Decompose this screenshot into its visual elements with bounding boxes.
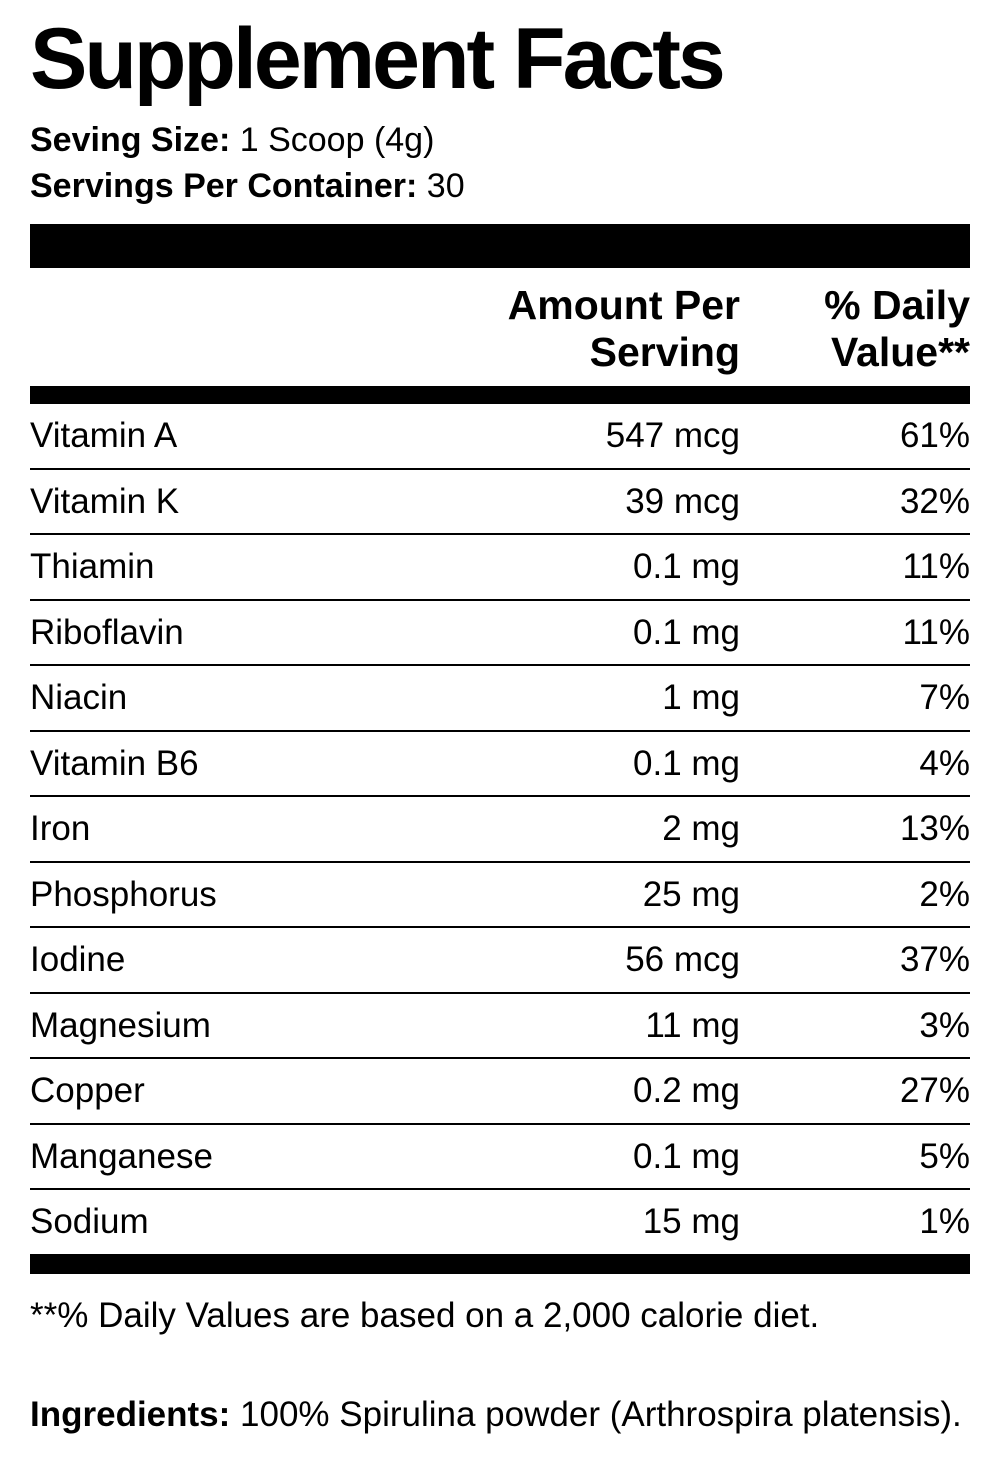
ingredients-value: 100% Spirulina powder (Arthrospira plate… [240, 1394, 962, 1434]
divider-medium-header [30, 386, 970, 405]
nutrient-daily-value: 11% [902, 547, 970, 587]
nutrient-amount: 0.1 mg [633, 612, 740, 652]
nutrient-name: Vitamin B6 [30, 743, 199, 783]
servings-per-container-value: 30 [426, 167, 465, 206]
nutrient-daily-value: 3% [919, 1005, 970, 1045]
servings-per-container-line: Servings Per Container: 30 [30, 164, 970, 210]
table-row: Vitamin A 547 mcg 61% [30, 404, 970, 470]
table-row: Magnesium 11 mg 3% [30, 994, 970, 1060]
nutrient-amount: 0.1 mg [633, 547, 740, 587]
nutrient-amount: 11 mg [645, 1005, 740, 1045]
servings-per-container-label: Servings Per Container: [30, 167, 427, 206]
nutrient-name: Vitamin A [30, 416, 178, 456]
table-row: Thiamin 0.1 mg 11% [30, 535, 970, 601]
table-row: Sodium 15 mg 1% [30, 1190, 970, 1254]
divider-thick-top [30, 224, 970, 269]
nutrient-amount: 39 mcg [625, 481, 740, 521]
nutrient-amount: 2 mg [662, 809, 740, 849]
nutrient-name: Copper [30, 1071, 145, 1111]
nutrient-amount: 0.1 mg [633, 743, 740, 783]
nutrient-name: Magnesium [30, 1005, 211, 1045]
daily-value-footnote: **% Daily Values are based on a 2,000 ca… [30, 1295, 820, 1335]
nutrient-daily-value: 5% [919, 1136, 970, 1176]
serving-size-label: Seving Size: [30, 121, 240, 160]
column-header-row: Amount Per Serving % Daily Value** [30, 268, 970, 386]
nutrient-amount: 0.1 mg [633, 1136, 740, 1176]
nutrient-name: Sodium [30, 1202, 149, 1242]
nutrient-name: Manganese [30, 1136, 213, 1176]
table-row: Iron 2 mg 13% [30, 797, 970, 863]
table-row: Manganese 0.1 mg 5% [30, 1125, 970, 1191]
table-row: Riboflavin 0.1 mg 11% [30, 601, 970, 667]
serving-size-line: Seving Size: 1 Scoop (4g) [30, 118, 970, 164]
nutrient-name: Iron [30, 809, 91, 849]
table-row: Niacin 1 mg 7% [30, 666, 970, 732]
nutrient-name: Thiamin [30, 547, 155, 587]
nutrient-table: Vitamin A 547 mcg 61% Vitamin K 39 mcg 3… [30, 404, 970, 1254]
table-row: Vitamin K 39 mcg 32% [30, 470, 970, 536]
table-row: Copper 0.2 mg 27% [30, 1059, 970, 1125]
nutrient-amount: 0.2 mg [633, 1071, 740, 1111]
nutrient-daily-value: 7% [919, 678, 970, 718]
nutrient-daily-value: 4% [919, 743, 970, 783]
nutrient-daily-value: 11% [902, 612, 970, 652]
nutrient-name: Riboflavin [30, 612, 184, 652]
nutrient-amount: 15 mg [642, 1202, 740, 1242]
nutrient-name: Niacin [30, 678, 128, 718]
table-row: Phosphorus 25 mg 2% [30, 863, 970, 929]
table-row: Vitamin B6 0.1 mg 4% [30, 732, 970, 798]
nutrient-name: Vitamin K [30, 481, 180, 521]
nutrient-daily-value: 61% [899, 416, 970, 456]
nutrient-amount: 1 mg [662, 678, 740, 718]
ingredients-line: Ingredients: 100% Spirulina powder (Arth… [30, 1354, 970, 1441]
divider-thick-bottom [30, 1253, 970, 1274]
table-row: Iodine 56 mcg 37% [30, 928, 970, 994]
nutrient-daily-value: 2% [919, 874, 970, 914]
amount-per-serving-header: Amount Per Serving [507, 282, 740, 376]
nutrient-name: Iodine [30, 940, 126, 980]
nutrient-daily-value: 37% [899, 940, 970, 980]
serving-size-value: 1 Scoop (4g) [239, 121, 435, 160]
nutrient-name: Phosphorus [30, 874, 217, 914]
nutrient-amount: 25 mg [642, 874, 740, 914]
nutrient-amount: 56 mcg [625, 940, 740, 980]
nutrient-daily-value: 13% [899, 809, 970, 849]
daily-value-header: % Daily Value** [824, 282, 970, 376]
nutrient-amount: 547 mcg [605, 416, 740, 456]
label-title: Supplement Facts [30, 11, 726, 107]
nutrient-daily-value: 1% [919, 1202, 970, 1242]
nutrient-daily-value: 32% [899, 481, 970, 521]
ingredients-label: Ingredients: [30, 1394, 241, 1434]
nutrient-daily-value: 27% [899, 1071, 970, 1111]
